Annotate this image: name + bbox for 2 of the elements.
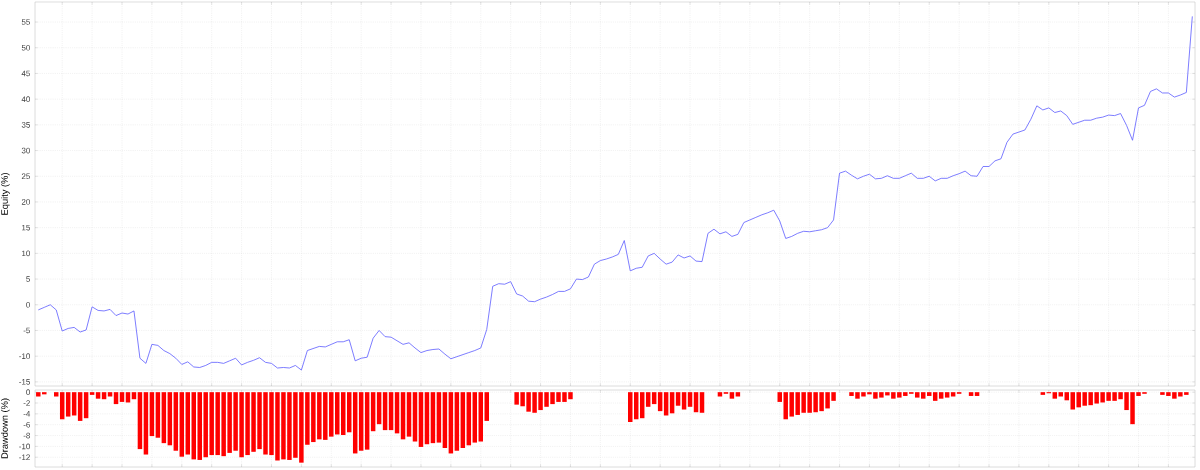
y-axis-title: Equity (%) xyxy=(1,173,10,215)
y-axis-title: Drawdown (%) xyxy=(1,398,10,459)
